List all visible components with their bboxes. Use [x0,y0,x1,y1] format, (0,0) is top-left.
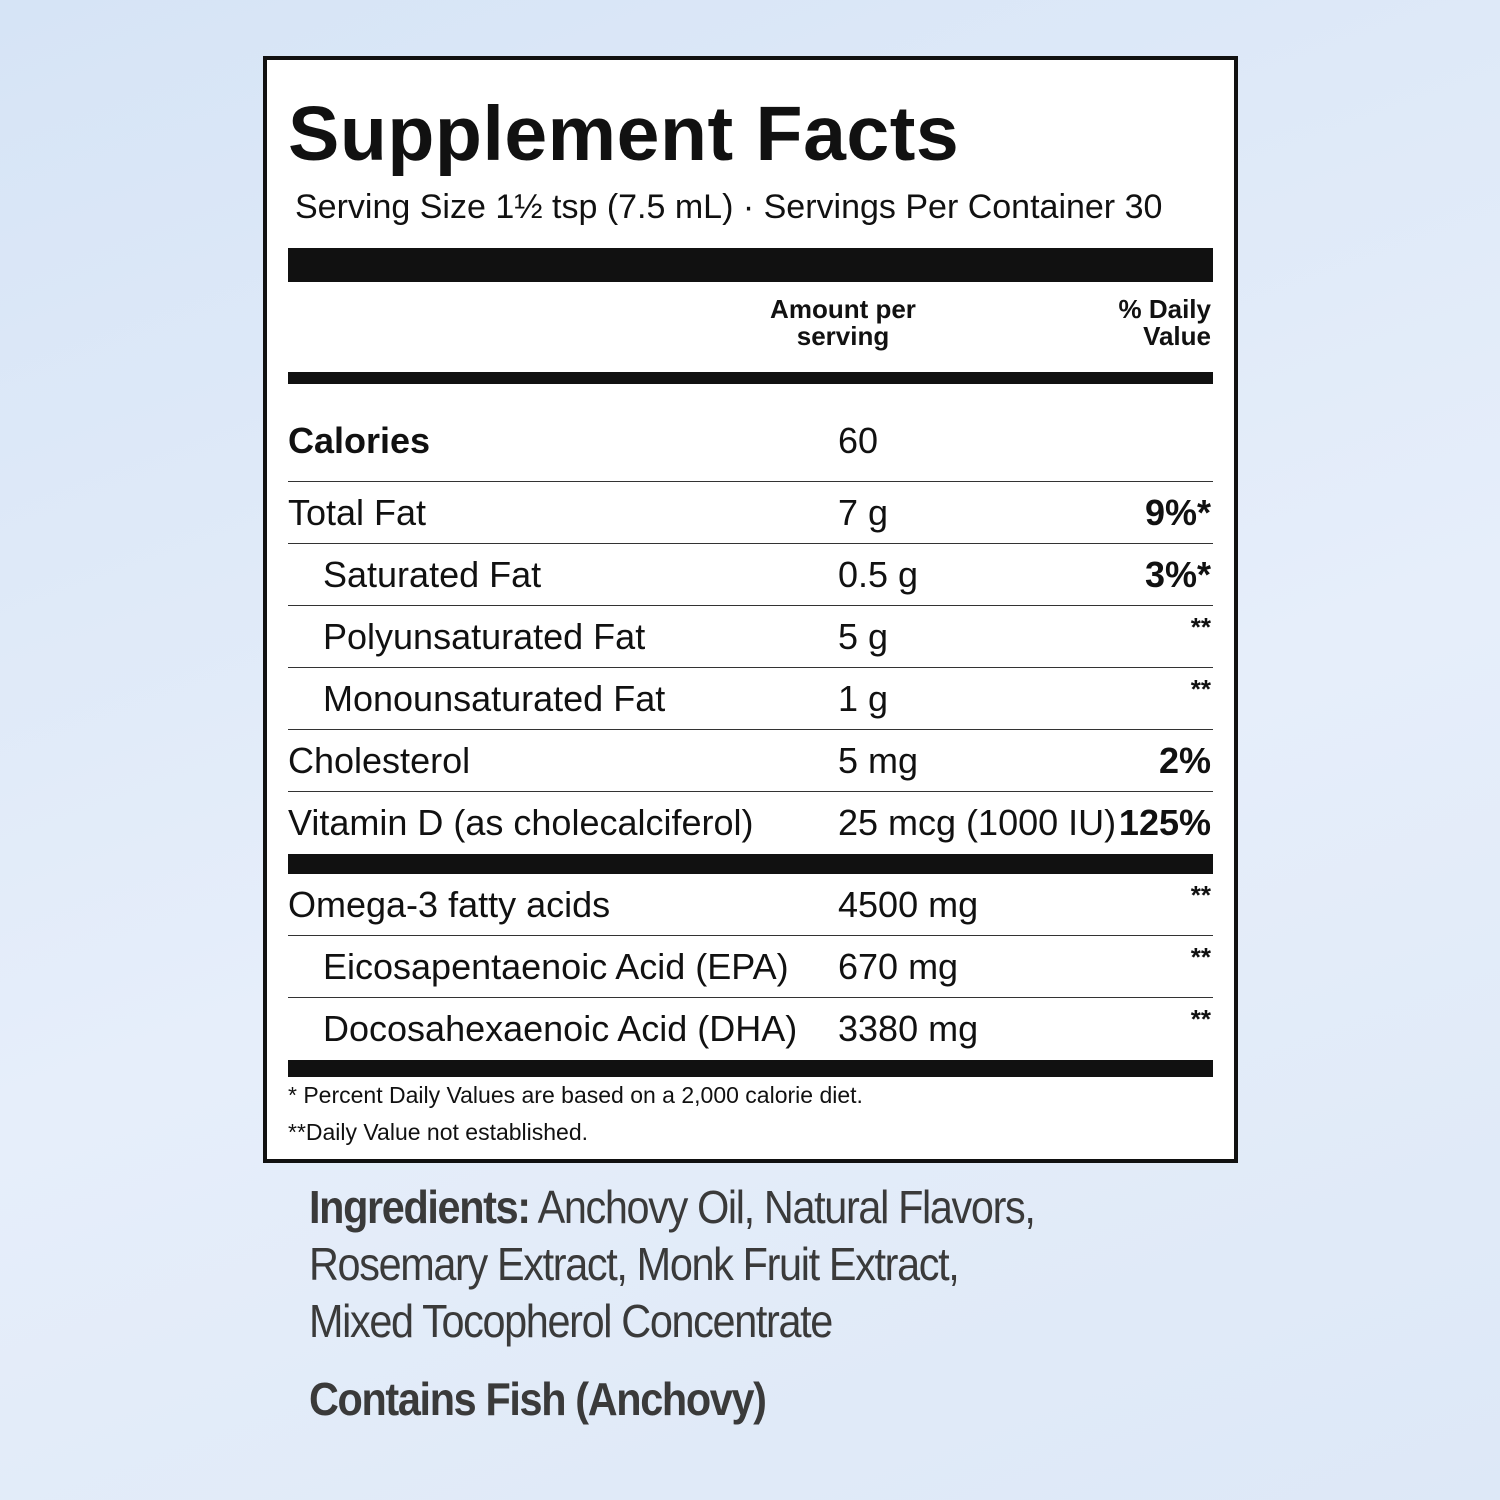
section: Omega-3 fatty acids 4500 mg ** Eicosapentae… [288,874,1213,1060]
daily-value: ** [1190,611,1211,642]
nutrient-name: Monounsaturated Fat [323,677,666,719]
daily-value: ** [1190,1004,1211,1035]
nutrient-amount: 5 mg [838,739,919,781]
nutrient-row: Eicosapentaenoic Acid (EPA) 670 mg ** [288,936,1213,998]
daily-value: 2% [1158,739,1211,781]
nutrient-name: Eicosapentaenoic Acid (EPA) [323,945,789,987]
ingredients-line: Mixed Tocopherol Concentrate [309,1295,833,1347]
ingredients-line: Rosemary Extract, Monk Fruit Extract, [309,1238,960,1290]
header-text: serving [796,321,890,351]
daily-value: ** [1190,673,1211,704]
nutrient-row: Cholesterol 5 mg 2% [288,730,1213,792]
nutrient-amount: 3380 mg [838,1008,979,1049]
nutrient-row: Polyunsaturated Fat 5 g ** [288,606,1213,668]
nutrient-amount: 7 g [838,491,889,533]
header-text: Amount per [770,294,916,324]
dv-header: % Daily Value [1119,296,1212,350]
nutrient-name: Total Fat [288,491,427,533]
nutrient-row: Docosahexaenoic Acid (DHA) 3380 mg ** [288,998,1213,1060]
nutrient-name: Cholesterol [288,739,471,781]
nutrient-row: Monounsaturated Fat 1 g ** [288,668,1213,730]
nutrient-row: Omega-3 fatty acids 4500 mg ** [288,874,1213,936]
nutrient-amount: 4500 mg [838,883,979,925]
section: Calories 60 Total Fat 7 g 9%* Saturated Fat 0.… [288,400,1213,854]
nutrient-name: Polyunsaturated Fat [323,615,646,657]
title: Supplement Facts [288,91,960,177]
nutrient-row: Total Fat 7 g 9%* [288,482,1213,544]
allergen: Contains Fish (Anchovy) [309,1373,767,1425]
nutrient-name: Docosahexaenoic Acid (DHA) [323,1008,798,1049]
ingredients-label: Ingredients: [309,1181,531,1233]
bar [288,854,1213,874]
nutrient-amount: 5 g [838,615,889,657]
nutrient-name: Vitamin D (as cholecalciferol) [288,802,754,843]
nutrient-name: Calories [288,419,431,461]
daily-value: 125% [1118,802,1211,843]
daily-value: 3%* [1144,553,1211,595]
bar [288,1060,1213,1077]
serving: Serving Size 1½ tsp (7.5 mL) · Servings … [295,188,1163,226]
footnote: * Percent Daily Values are based on a 2,… [288,1082,863,1108]
daily-value: 9%* [1144,491,1211,533]
nutrient-amount: 670 mg [838,945,959,987]
amount-header: Amount per serving [738,296,948,350]
nutrient-amount: 25 mcg (1000 IU) [838,802,1117,843]
nutrient-rows: Calories 60 Total Fat 7 g 9%* Saturated Fat 0.… [288,400,1213,1077]
facts-panel: Supplement Facts Serving Size 1½ tsp (7.… [263,56,1238,1163]
nutrient-amount: 0.5 g [838,553,919,595]
bar [288,372,1213,384]
header-text: % Daily [1118,294,1212,324]
nutrient-name: Saturated Fat [323,553,542,595]
nutrient-row: Vitamin D (as cholecalciferol) 25 mcg (10… [288,792,1213,854]
nutrient-name: Omega-3 fatty acids [288,883,611,925]
footnote: **Daily Value not established. [288,1119,589,1145]
nutrient-row: Calories 60 [288,400,1213,482]
daily-value: ** [1190,879,1211,910]
daily-value: ** [1190,941,1211,972]
ingredients-text: Anchovy Oil, Natural Flavors, [529,1181,1036,1233]
nutrient-row: Saturated Fat 0.5 g 3%* [288,544,1213,606]
ingredients-line: Ingredients: Anchovy Oil, Natural Flavor… [309,1180,1036,1234]
nutrient-amount: 1 g [838,677,889,719]
bar [288,248,1213,282]
nutrient-amount: 60 [838,419,879,461]
header-text: Value [1143,321,1211,351]
